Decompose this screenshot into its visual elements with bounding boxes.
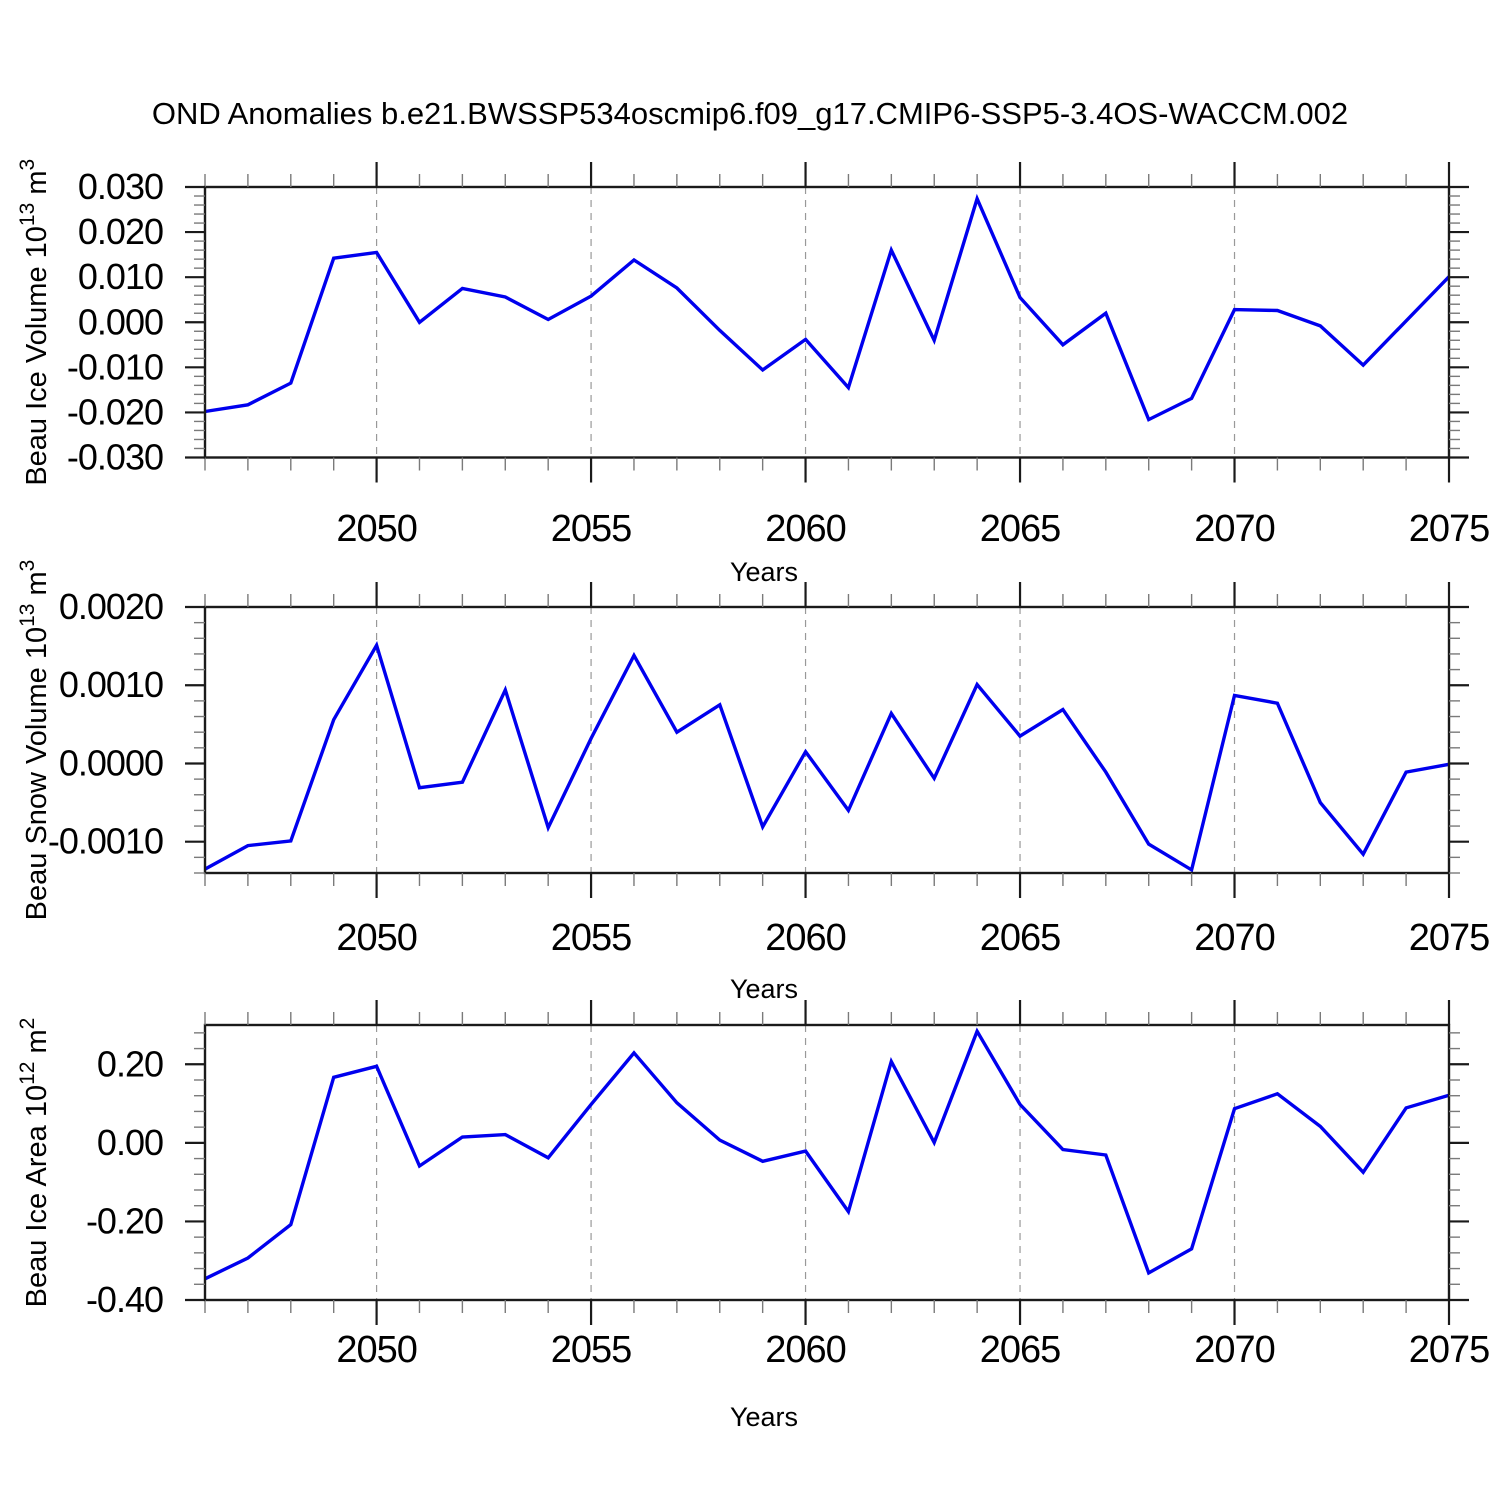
gridlines	[375, 1025, 1236, 1300]
x-tick-label: 2050	[336, 1329, 417, 1371]
x-tick-label: 2050	[336, 917, 417, 959]
y-tick-label: 0.020	[78, 211, 163, 252]
x-tick-label: 2070	[1194, 1329, 1275, 1371]
beau-snow-volume-line	[204, 641, 1450, 873]
x-tick-label: 2060	[765, 1329, 846, 1371]
x-tick-labels: 2050 2055 2060 2065 2070 2075	[336, 917, 1490, 959]
x-axis-title: Years	[730, 1402, 798, 1432]
x-tick-label: 2050	[336, 508, 417, 550]
x-tick-label: 2055	[551, 917, 632, 959]
y-ticks	[185, 185, 1469, 459]
y-tick-label: 0.000	[78, 301, 163, 342]
y-tick-label: -0.010	[67, 346, 163, 387]
gridlines	[375, 187, 1236, 458]
x-tick-label: 2075	[1409, 508, 1490, 550]
plot-frame	[203, 1023, 1451, 1302]
x-tick-labels: 2050 2055 2060 2065 2070 2075	[336, 1329, 1490, 1371]
y-tick-labels: -0.40 -0.20 0.00 0.20	[86, 1043, 164, 1320]
x-tick-label: 2060	[765, 917, 846, 959]
y-ticks	[185, 605, 1469, 874]
y-tick-label: -0.20	[86, 1200, 163, 1241]
x-tick-label: 2075	[1409, 1329, 1490, 1371]
x-axis-title: Years	[730, 557, 798, 587]
beau-ice-area-line	[204, 1027, 1450, 1281]
x-tick-label: 2060	[765, 508, 846, 550]
x-tick-label: 2065	[980, 1329, 1061, 1371]
y-tick-label: 0.010	[78, 256, 163, 297]
x-tick-label: 2055	[551, 1329, 632, 1371]
x-tick-label: 2055	[551, 508, 632, 550]
y-axis-title: Beau Snow Volume 1013 m3	[16, 560, 53, 921]
plot-frame	[203, 605, 1451, 875]
y-tick-label: 0.0010	[59, 664, 163, 705]
x-tick-label: 2075	[1409, 917, 1490, 959]
x-tick-label: 2065	[980, 917, 1061, 959]
x-axis-title: Years	[730, 974, 798, 1004]
y-tick-label: 0.030	[78, 166, 163, 207]
y-axis-title: Beau Ice Area 1012 m2	[16, 1018, 53, 1308]
y-tick-label: 0.0000	[59, 742, 163, 783]
y-tick-label: -0.0010	[48, 821, 163, 862]
y-tick-label: 0.0020	[59, 586, 163, 627]
y-tick-label: -0.40	[86, 1279, 163, 1320]
y-tick-label: -0.020	[67, 391, 163, 432]
y-tick-label: 0.20	[97, 1043, 163, 1084]
y-tick-labels: -0.0010 0.0000 0.0010 0.0020	[48, 586, 164, 862]
x-ticks	[204, 582, 1451, 898]
x-tick-label: 2070	[1194, 508, 1275, 550]
y-ticks	[185, 1032, 1469, 1302]
x-tick-labels: 2050 2055 2060 2065 2070 2075	[336, 508, 1490, 550]
x-ticks	[204, 1000, 1451, 1325]
x-ticks	[204, 162, 1451, 483]
y-axis-title: Beau Ice Volume 1013 m3	[16, 159, 53, 486]
panel-beau-snow-volume: -0.0010 0.0000 0.0010 0.0020 2050 2055 2060 206…	[16, 560, 1490, 1004]
y-tick-label: -0.030	[67, 437, 163, 478]
x-tick-label: 2065	[980, 508, 1061, 550]
beau-ice-volume-line	[204, 193, 1451, 422]
gridlines	[375, 607, 1236, 873]
x-tick-label: 2070	[1194, 917, 1275, 959]
chart-title: OND Anomalies b.e21.BWSSP534oscmip6.f09_…	[152, 96, 1348, 131]
y-tick-label: 0.00	[97, 1122, 163, 1163]
